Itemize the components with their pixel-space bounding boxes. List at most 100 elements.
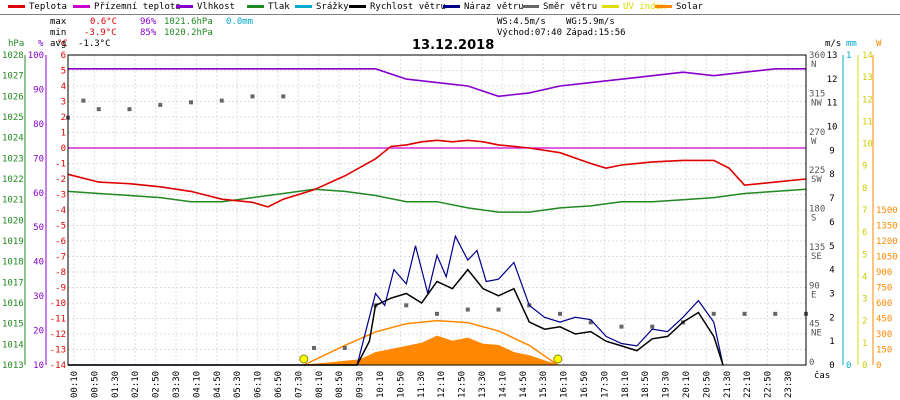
tick-label-uv: 1 xyxy=(862,339,867,349)
tick-label-temp: -10 xyxy=(50,299,66,309)
legend-label: Rychlost větru xyxy=(370,2,446,12)
tick-label-x: 20:50 xyxy=(702,371,712,398)
tick-label-x: 10:50 xyxy=(396,371,406,398)
tick-label-dir: 180 xyxy=(809,205,825,215)
legend-label: Teplota xyxy=(29,2,67,12)
tick-label-dir: 135 xyxy=(809,243,825,253)
tick-label-dir-name: NE xyxy=(811,329,822,339)
wind-direction-mark xyxy=(619,324,624,329)
tick-label-hpa: 1019 xyxy=(2,237,24,247)
tick-label-ms: 4 xyxy=(829,266,834,276)
sunrise-info: Východ:07:40 xyxy=(497,28,563,38)
tick-label-dir: 225 xyxy=(809,166,825,176)
tick-label-dir: 0 xyxy=(809,358,814,368)
legend-label: Solar xyxy=(676,2,704,12)
wind-direction-mark xyxy=(127,107,132,112)
stats-max-press: 1021.6hPa xyxy=(164,17,213,27)
tick-label-hum: 30 xyxy=(33,292,44,302)
wind-direction-mark xyxy=(496,307,501,312)
wind-direction-mark xyxy=(158,102,163,107)
tick-label-hpa: 1028 xyxy=(2,51,24,61)
wind-direction-mark xyxy=(281,94,286,99)
tick-label-hpa: 1024 xyxy=(2,134,24,144)
wind-direction-mark xyxy=(342,345,347,350)
tick-label-temp: -14 xyxy=(50,361,66,371)
tick-label-x: 12:50 xyxy=(458,371,468,398)
tick-label-hum: 40 xyxy=(33,258,44,268)
tick-label-hum: 10 xyxy=(33,361,44,371)
tick-label-hpa: 1021 xyxy=(2,196,24,206)
tick-label-ms: 0 xyxy=(829,361,834,371)
legend-label: UV index xyxy=(623,2,667,12)
tick-label-uv: 12 xyxy=(862,95,873,105)
tick-label-uv: 5 xyxy=(862,250,867,260)
legend-swatch xyxy=(295,5,312,8)
wind-direction-mark xyxy=(773,311,778,316)
tick-label-temp: -1 xyxy=(55,160,66,170)
wind-direction-mark xyxy=(558,311,562,316)
humidity-line xyxy=(68,68,806,98)
tick-label-temp: -9 xyxy=(55,284,66,294)
legend-label: Přízemní teplota xyxy=(94,2,181,12)
tick-label-x: 02:10 xyxy=(131,371,141,398)
tick-label-temp: -3 xyxy=(55,191,66,201)
tick-label-x: 04:10 xyxy=(192,371,202,398)
legend: Teplota Přízemní teplota Vlhkost Tlak Srážky… xyxy=(0,0,900,14)
tick-label-hum: 100 xyxy=(28,51,44,61)
tick-label-dir-name: N xyxy=(811,60,816,70)
tick-label-temp: -12 xyxy=(50,330,66,340)
legend-swatch xyxy=(522,5,539,8)
tick-label-x: 11:30 xyxy=(417,371,427,398)
tick-label-x: 19:30 xyxy=(662,371,672,398)
tick-label-uv: 4 xyxy=(862,272,867,282)
wind-direction-mark xyxy=(312,345,316,350)
wind-direction-mark xyxy=(189,100,193,105)
legend-item: Náraz větru xyxy=(443,2,524,12)
stats-min-press: 1020.2hPa xyxy=(164,28,213,38)
tick-label-uv: 8 xyxy=(862,184,867,194)
tick-label-uv: 0 xyxy=(862,361,867,371)
tick-label-uv: 2 xyxy=(862,317,867,327)
wind-direction-mark xyxy=(219,98,224,103)
sunset-info: Západ:15:56 xyxy=(566,28,626,38)
tick-label-x: 00:50 xyxy=(90,371,100,398)
axis-unit-mm: mm xyxy=(846,39,857,49)
tick-label-w: 750 xyxy=(876,284,892,294)
tick-label-hpa: 1017 xyxy=(2,278,24,288)
pressure-line xyxy=(67,188,807,213)
tick-label-dir-name: SW xyxy=(811,175,822,185)
tick-label-dir: 45 xyxy=(809,320,820,330)
sun-marker xyxy=(299,354,309,364)
tick-label-x: 06:50 xyxy=(274,371,284,398)
tick-label-hpa: 1018 xyxy=(2,258,24,268)
tick-label-ms: 2 xyxy=(829,313,834,323)
tick-label-temp: 5 xyxy=(61,67,66,77)
legend-swatch xyxy=(247,5,264,8)
tick-label-hpa: 1013 xyxy=(2,361,24,371)
legend-label: Náraz větru xyxy=(464,2,524,12)
tick-label-temp: -5 xyxy=(55,222,66,232)
legend-swatch xyxy=(73,5,90,8)
tick-label-dir-name: W xyxy=(811,137,817,147)
axis-unit-w: W xyxy=(876,39,882,49)
tick-label-w: 1500 xyxy=(876,206,898,216)
tick-label-temp: -4 xyxy=(55,206,66,216)
chart-grid xyxy=(68,54,806,366)
axis-unit-hum: % xyxy=(38,39,44,49)
solar-series xyxy=(303,319,559,366)
wind-direction-mark xyxy=(588,320,593,325)
tick-label-x: 06:10 xyxy=(254,371,264,398)
tick-label-uv: 7 xyxy=(862,206,867,216)
wind-direction-mark xyxy=(435,311,439,316)
tick-label-x: 22:50 xyxy=(764,371,774,398)
tick-label-dir-name: S xyxy=(811,214,816,224)
tick-label-ms: 7 xyxy=(829,194,834,204)
tick-label-dir: 360 xyxy=(809,51,825,61)
wind-direction-mark xyxy=(650,324,655,329)
tick-label-x: 16:10 xyxy=(560,371,570,398)
data-series xyxy=(66,68,808,366)
legend-swatch xyxy=(655,5,672,8)
tick-label-temp: 4 xyxy=(61,82,66,92)
tick-label-x: 05:30 xyxy=(233,371,243,398)
tick-label-x: 09:30 xyxy=(356,371,366,398)
